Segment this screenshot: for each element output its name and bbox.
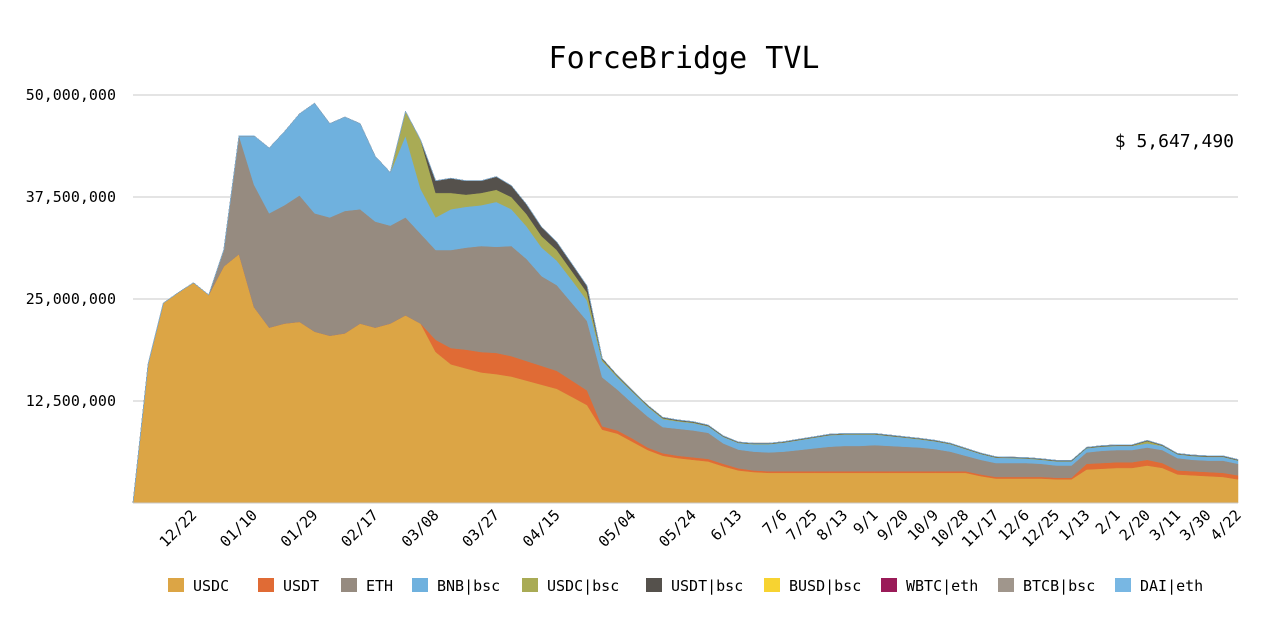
- legend-label-busd-bsc: BUSD|bsc: [789, 577, 861, 595]
- x-tick-label: 01/10: [216, 506, 261, 551]
- x-tick-label: 12/22: [156, 506, 201, 551]
- legend-label-usdt: USDT: [283, 577, 319, 595]
- legend-swatch-usdt: [258, 578, 274, 592]
- legend-label-wbtc-eth: WBTC|eth: [906, 577, 978, 595]
- legend-label-bnb-bsc: BNB|bsc: [437, 577, 500, 595]
- legend-swatch-wbtc-eth: [881, 578, 897, 592]
- x-tick-label: 1/13: [1055, 506, 1093, 544]
- x-tick-label: 03/08: [398, 506, 443, 551]
- current-tvl-annotation: $ 5,647,490: [1115, 131, 1234, 152]
- legend-swatch-usdc-bsc: [522, 578, 538, 592]
- x-tick-label: 05/24: [655, 506, 700, 551]
- x-tick-label: 2/20: [1116, 506, 1154, 544]
- x-tick-label: 3/11: [1146, 506, 1184, 544]
- legend-swatch-dai-eth: [1115, 578, 1131, 592]
- area-series-dai-eth: [132, 102, 1239, 504]
- legend-label-btcb-bsc: BTCB|bsc: [1023, 577, 1095, 595]
- x-tick-label: 9/20: [874, 506, 912, 544]
- x-axis-ticks: 12/22 01/10 01/29 02/17 03/08 03/27 04/15 05/04…: [156, 506, 1245, 551]
- legend-label-usdc: USDC: [193, 577, 229, 595]
- legend-swatch-busd-bsc: [764, 578, 780, 592]
- chart-title: ForceBridge TVL: [549, 41, 820, 76]
- x-tick-label: 6/13: [707, 506, 745, 544]
- x-tick-label: 05/04: [595, 506, 640, 551]
- x-tick-label: 03/27: [458, 506, 503, 551]
- y-tick-label: 25,000,000: [26, 290, 116, 308]
- legend-swatch-btcb-bsc: [998, 578, 1014, 592]
- x-tick-label: 4/22: [1207, 506, 1245, 544]
- x-tick-label: 8/13: [813, 506, 851, 544]
- legend: USDC USDT ETH BNB|bsc USDC|bsc USDT|bsc BUSD|b…: [168, 577, 1203, 595]
- x-tick-label: 3/30: [1176, 506, 1214, 544]
- x-tick-label: 7/25: [783, 506, 821, 544]
- legend-label-usdt-bsc: USDT|bsc: [671, 577, 743, 595]
- area-series-group: [132, 102, 1239, 504]
- y-tick-label: 12,500,000: [26, 392, 116, 410]
- y-tick-label: 50,000,000: [26, 86, 116, 104]
- legend-swatch-usdc: [168, 578, 184, 592]
- legend-label-dai-eth: DAI|eth: [1140, 577, 1203, 595]
- y-axis-ticks: 12,500,000 25,000,000 37,500,000 50,000,000: [26, 86, 116, 410]
- x-tick-label: 01/29: [277, 506, 322, 551]
- x-tick-label: 02/17: [337, 506, 382, 551]
- legend-swatch-eth: [341, 578, 357, 592]
- legend-swatch-bnb-bsc: [412, 578, 428, 592]
- legend-swatch-usdt-bsc: [646, 578, 662, 592]
- legend-label-eth: ETH: [366, 577, 393, 595]
- x-tick-label: 04/15: [519, 506, 564, 551]
- legend-label-usdc-bsc: USDC|bsc: [547, 577, 619, 595]
- y-tick-label: 37,500,000: [26, 188, 116, 206]
